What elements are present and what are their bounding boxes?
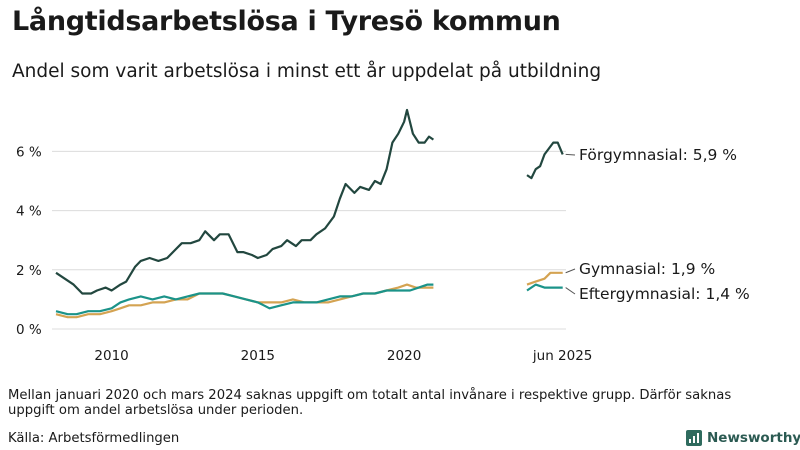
gridlines xyxy=(52,150,566,330)
x-tick-label: 2015 xyxy=(241,348,275,364)
series-label-eftergymnasial: Eftergymnasial: 1,4 % xyxy=(579,285,750,303)
series-line-gymnasial xyxy=(526,271,563,286)
series-line-eftergymnasial xyxy=(526,283,563,292)
label-leader-eftergymnasial xyxy=(565,287,576,295)
series-label-gymnasial: Gymnasial: 1,9 % xyxy=(579,260,715,278)
series-label-forgymnasial: Förgymnasial: 5,9 % xyxy=(579,146,737,164)
x-axis-ticks: 2010 2015 2020 jun 2025 xyxy=(94,348,592,364)
y-tick-label: 4 % xyxy=(16,204,42,220)
label-leader-forgymnasial xyxy=(565,153,576,156)
y-tick-label: 0 % xyxy=(16,322,42,338)
newsworthy-logo-text: Newsworthy xyxy=(707,430,800,446)
label-leader-gymnasial xyxy=(565,268,576,274)
chart-subtitle: Andel som varit arbetslösa i minst ett å… xyxy=(12,61,602,82)
chart-title: Långtidsarbetslösa i Tyresö kommun xyxy=(12,6,561,37)
x-tick-label: jun 2025 xyxy=(532,348,593,364)
newsworthy-logo-icon xyxy=(686,430,702,446)
source-note: Källa: Arbetsförmedlingen xyxy=(8,431,180,446)
y-axis-ticks: 0 % 2 % 4 % 6 % xyxy=(16,144,42,338)
series-line-forgymnasial xyxy=(526,141,564,180)
footnote: Mellan januari 2020 och mars 2024 saknas… xyxy=(8,388,732,418)
series-labels: Förgymnasial: 5,9 % Gymnasial: 1,9 % Efter… xyxy=(565,146,750,303)
x-tick-label: 2020 xyxy=(387,348,421,364)
y-tick-label: 6 % xyxy=(16,144,42,160)
series-lines xyxy=(55,108,564,319)
x-tick-label: 2010 xyxy=(94,348,128,364)
newsworthy-logo: Newsworthy xyxy=(686,430,800,446)
series-line-forgymnasial xyxy=(55,108,435,295)
series-line-eftergymnasial xyxy=(55,283,434,316)
line-chart: 0 % 2 % 4 % 6 % 2010 2015 2020 jun 2025 Förgym… xyxy=(16,108,750,364)
y-tick-label: 2 % xyxy=(16,263,42,279)
